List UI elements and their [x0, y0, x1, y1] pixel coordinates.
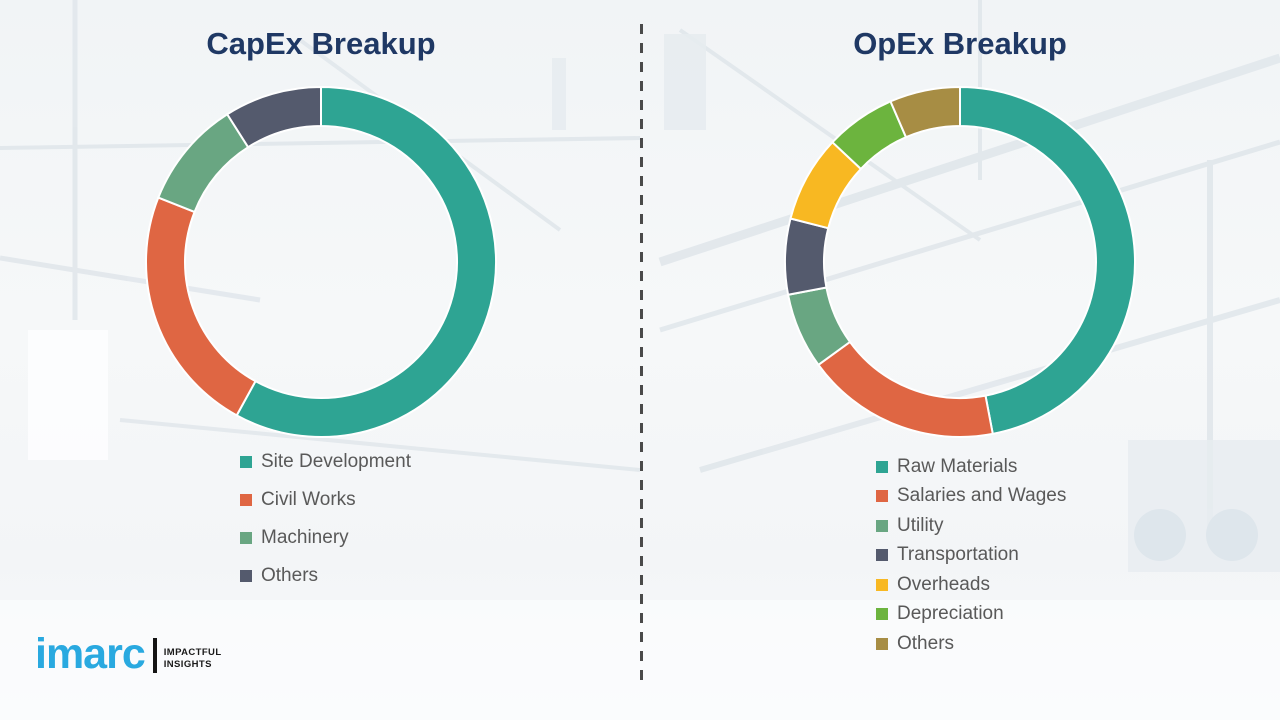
legend-label: Civil Works — [261, 489, 356, 510]
divider-dashed-line — [640, 24, 643, 689]
legend-item-raw-materials: Raw Materials — [876, 452, 1066, 482]
legend-marker-icon — [240, 456, 252, 468]
legend-label: Utility — [897, 514, 944, 536]
opex-donut-chart — [784, 85, 1136, 438]
legend-label: Transportation — [897, 544, 1019, 566]
imarc-tagline-line1: IMPACTFUL — [163, 647, 222, 659]
donut-segment-site-development — [235, 85, 498, 438]
legend-label: Others — [261, 565, 319, 586]
legend-marker-icon — [876, 637, 888, 650]
legend-marker-icon — [876, 490, 888, 503]
imarc-logo: imarc IMPACTFUL INSIGHTS — [35, 630, 222, 678]
legend-item-site-development: Site Development — [240, 443, 411, 481]
opex-chart-title: OpEx Breakup — [853, 26, 1067, 61]
donut-segment-civil-works — [145, 196, 257, 417]
donut-segment-raw-materials — [959, 85, 1136, 436]
legend-label: Depreciation — [897, 603, 1004, 625]
imarc-logo-wordmark: imarc — [35, 630, 146, 678]
legend-item-depreciation: Depreciation — [876, 600, 1066, 630]
legend-marker-icon — [876, 460, 888, 473]
legend-marker-icon — [240, 570, 252, 582]
donut-segment-transportation — [784, 217, 830, 296]
imarc-tagline-line2: INSIGHTS — [163, 658, 212, 670]
opex-legend: Raw Materials Salaries and Wages Utility Tr… — [876, 452, 1066, 659]
legend-label: Machinery — [261, 527, 349, 548]
legend-label: Salaries and Wages — [897, 485, 1067, 507]
legend-item-transportation: Transportation — [876, 541, 1066, 571]
legend-item-machinery: Machinery — [240, 519, 411, 557]
legend-label: Raw Materials — [897, 455, 1018, 477]
legend-label: Overheads — [897, 573, 990, 595]
legend-marker-icon — [240, 494, 252, 506]
imarc-logo-divider-bar — [152, 637, 157, 673]
capex-donut-chart — [145, 85, 498, 438]
donut-segment-others — [225, 85, 322, 149]
legend-marker-icon — [876, 519, 888, 532]
donut-segment-salaries-and-wages — [817, 340, 994, 438]
donut-segment-machinery — [156, 112, 250, 214]
capex-legend: Site Development Civil Works Machinery Othe… — [240, 443, 411, 595]
legend-label: Site Development — [261, 451, 411, 472]
legend-item-overheads: Overheads — [876, 570, 1066, 600]
legend-item-others: Others — [240, 557, 411, 595]
legend-item-civil-works: Civil Works — [240, 481, 411, 519]
legend-item-others: Others — [876, 629, 1066, 659]
donut-segment-others — [889, 85, 961, 139]
legend-marker-icon — [876, 608, 888, 621]
legend-label: Others — [897, 632, 955, 654]
legend-marker-icon — [876, 578, 888, 591]
legend-marker-icon — [240, 532, 252, 544]
imarc-logo-tagline: IMPACTFUL INSIGHTS — [164, 647, 222, 675]
legend-item-salaries-and-wages: Salaries and Wages — [876, 482, 1066, 512]
legend-marker-icon — [876, 549, 888, 562]
capex-chart-title: CapEx Breakup — [206, 26, 436, 61]
legend-item-utility: Utility — [876, 511, 1066, 541]
